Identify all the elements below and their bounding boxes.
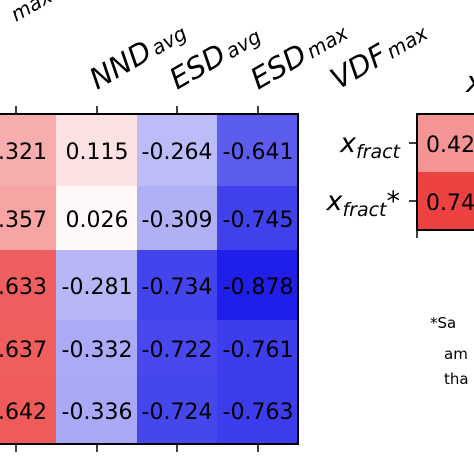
- heatmap-cell: [217, 376, 298, 444]
- side-row-labels: xfract xfract*: [325, 128, 401, 221]
- heatmap-cell: [0, 114, 56, 186]
- heatmap-value-label: 0.115: [66, 140, 129, 165]
- heatmap-cell: [0, 376, 56, 444]
- heatmap-cell: [56, 186, 137, 250]
- heatmap-value-label: -0.722: [142, 338, 213, 363]
- heatmap-cell: [56, 320, 137, 376]
- footnote-line-3: tha: [444, 370, 469, 388]
- heatmap-value-label: -0.734: [142, 275, 213, 300]
- heatmap-cell: [217, 320, 298, 376]
- heatmap-value-label: -0.309: [142, 208, 213, 233]
- heatmap-value-label: -0.761: [223, 338, 294, 363]
- side-heatmap-cells: [417, 114, 474, 230]
- heatmap-value-label: -0.745: [223, 208, 294, 233]
- main-heatmap-ticks: [15, 106, 259, 452]
- side-heatmap-frame: [416, 113, 474, 231]
- heatmap-cell: [217, 186, 298, 250]
- heatmap-value-label: .633: [0, 275, 47, 300]
- side-heatmap-ticks: [409, 142, 418, 238]
- heatmap-value-label: -0.878: [223, 275, 294, 300]
- footnote-line-1: *Sa: [430, 314, 457, 332]
- heatmap-value-label: -0.763: [223, 400, 294, 425]
- main-heatmap-values: .321 0.115 -0.264 -0.641 .357 0.026 -0.309 -0.7…: [0, 140, 293, 425]
- side-value-label: 0.42: [426, 133, 474, 158]
- heatmap-cell: [56, 250, 137, 320]
- heatmap-cell: [56, 376, 137, 444]
- heatmap-cell: [217, 114, 298, 186]
- heatmap-value-label: -0.336: [62, 400, 133, 425]
- side-heatmap-cell: [417, 114, 474, 172]
- heatmap-cell: [0, 250, 56, 320]
- side-heatmap-cell: [417, 172, 474, 230]
- heatmap-cell: [0, 186, 56, 250]
- heatmap-value-label: .642: [0, 400, 47, 425]
- side-column-label-text: x: [465, 65, 474, 99]
- side-column-label: x: [465, 65, 474, 99]
- main-heatmap-frame: [0, 113, 299, 445]
- column-label: max: [7, 0, 57, 26]
- heatmap-value-label: .321: [0, 140, 47, 165]
- side-value-label: 0.74: [426, 191, 474, 216]
- side-heatmap-values: 0.42 0.74: [426, 133, 474, 216]
- heatmap-cell: [137, 114, 217, 186]
- heatmap-value-label: -0.264: [142, 140, 213, 165]
- footnote-line-2: am: [444, 345, 468, 363]
- heatmap-cell: [217, 250, 298, 320]
- main-heatmap-cells: [0, 114, 298, 444]
- heatmap-cell: [56, 114, 137, 186]
- heatmap-value-label: .357: [0, 208, 47, 233]
- heatmap-value-label: -0.724: [142, 400, 213, 425]
- heatmap-value-label: -0.281: [62, 275, 133, 300]
- side-row-label: xfract: [339, 128, 402, 163]
- heatmap-cell: [137, 320, 217, 376]
- heatmap-value-label: -0.641: [223, 140, 294, 165]
- heatmap-cell: [0, 320, 56, 376]
- heatmap-value-label: -0.332: [62, 338, 133, 363]
- side-row-label: xfract*: [325, 186, 400, 221]
- heatmap-cell: [137, 186, 217, 250]
- heatmap-value-label: 0.026: [66, 208, 129, 233]
- heatmap-cell: [137, 376, 217, 444]
- heatmap-cell: [137, 250, 217, 320]
- heatmap-value-label: .637: [0, 338, 47, 363]
